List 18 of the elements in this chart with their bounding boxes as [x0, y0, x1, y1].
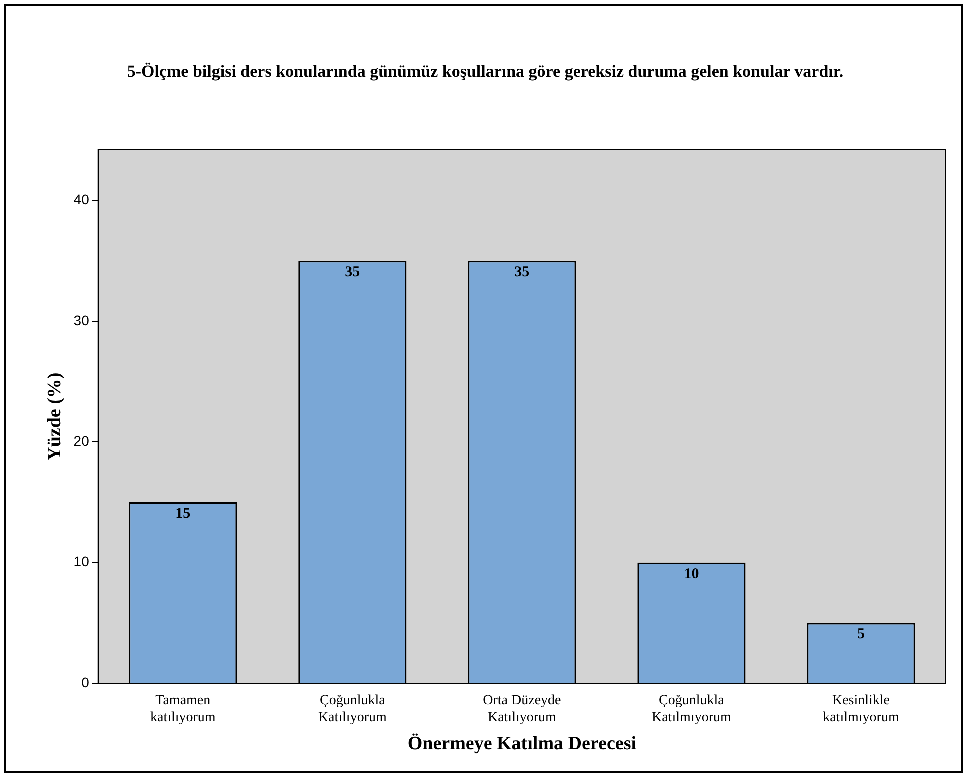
- y-tick-label: 30: [74, 312, 90, 328]
- x-tick-label: Çoğunlukla Katılmıyorum: [652, 694, 732, 726]
- y-tick-label: 40: [74, 192, 90, 208]
- chart-title: 5-Ölçme bilgisi ders konularında günümüz koşullarına göre gereksiz duruma gelen konular vardır.: [126, 62, 845, 82]
- data-label: 5: [857, 626, 865, 643]
- data-label: 35: [514, 264, 530, 280]
- x-axis-title: Önermeye Katılma Derecesi: [408, 734, 636, 755]
- x-tick-label: Tamamen katılıyorum: [150, 694, 216, 726]
- data-label: 15: [176, 506, 191, 522]
- y-tick-label: 10: [74, 554, 90, 570]
- x-tick-label: Kesinlikle katılmıyorum: [823, 694, 900, 726]
- y-axis-title: Yüzde (%): [44, 372, 66, 461]
- y-tick-label: 20: [74, 433, 90, 450]
- data-label: 10: [684, 566, 700, 582]
- y-tick-label: 0: [82, 674, 90, 690]
- x-tick-label: Çoğunlukla Katılıyorum: [318, 694, 387, 726]
- x-tick-label: Orta Düzeyde Katılıyorum: [483, 694, 562, 726]
- data-label: 35: [345, 264, 360, 280]
